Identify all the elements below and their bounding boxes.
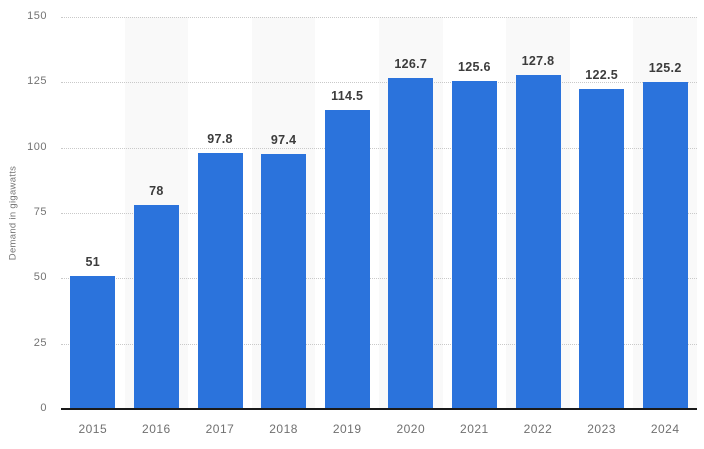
bar-value-label: 125.2 <box>648 60 682 75</box>
bar-2024[interactable] <box>642 81 688 409</box>
y-tick-label: 0 <box>40 402 47 414</box>
x-tick-label: 2016 <box>142 422 171 436</box>
bar-2017[interactable] <box>197 153 243 409</box>
grid-line <box>61 278 697 280</box>
x-tick-label: 2017 <box>205 422 235 436</box>
y-tick-label: 125 <box>27 75 47 88</box>
y-tick-label: 100 <box>27 140 47 153</box>
x-tick-label: 2021 <box>460 422 489 436</box>
bar-2023[interactable] <box>579 88 625 409</box>
bar-2019[interactable] <box>324 109 370 409</box>
bar-value-label: 51 <box>85 254 101 269</box>
bar-2016[interactable] <box>133 205 179 409</box>
bar-value-label: 125.6 <box>458 59 491 74</box>
x-tick-label: 2018 <box>269 422 298 436</box>
bar-2021[interactable] <box>451 80 497 409</box>
bar-value-label: 78 <box>149 184 164 199</box>
bar-value-label: 97.8 <box>207 132 233 147</box>
y-tick-label: 150 <box>27 10 47 22</box>
bar-value-label: 126.7 <box>394 56 428 71</box>
x-tick-label: 2022 <box>523 422 553 436</box>
bar-value-label: 114.5 <box>331 88 364 103</box>
bar-value-label: 97.4 <box>270 133 297 148</box>
x-axis-line <box>61 408 697 410</box>
y-tick-label: 75 <box>33 206 47 218</box>
x-tick-label: 2020 <box>396 422 426 436</box>
bar-2015[interactable] <box>70 275 116 409</box>
bar-value-label: 122.5 <box>585 67 618 82</box>
y-tick-label: 25 <box>33 336 47 349</box>
x-tick-label: 2024 <box>650 422 680 436</box>
grid-line <box>61 213 697 214</box>
x-tick-label: 2023 <box>587 422 616 436</box>
bar-2018[interactable] <box>261 154 307 409</box>
bar-2020[interactable] <box>388 77 434 409</box>
grid-line <box>61 17 697 18</box>
grid-line <box>61 343 697 345</box>
grid-line <box>61 82 697 84</box>
bar-value-label: 127.8 <box>521 54 555 69</box>
x-tick-label: 2019 <box>332 422 362 436</box>
grid-line <box>61 147 697 149</box>
bar-2022[interactable] <box>515 75 561 409</box>
x-tick-label: 2015 <box>78 422 108 436</box>
y-tick-label: 50 <box>33 271 47 284</box>
plot-area: 51 78 97.8 97.4 114.5 126.7 125.6 127.8 122.5 125… <box>61 17 697 409</box>
